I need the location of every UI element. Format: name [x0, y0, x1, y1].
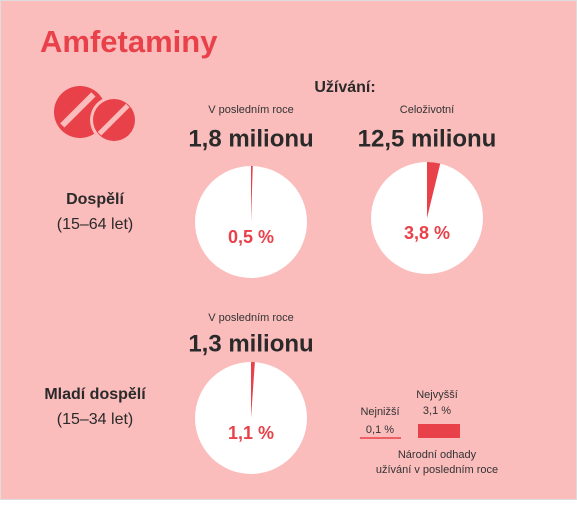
pie-caption: V posledním roce: [208, 104, 294, 116]
pie-value-label: 3,8 %: [404, 223, 450, 243]
group-age: (15–64 let): [57, 216, 134, 233]
title: Amfetaminy: [40, 24, 218, 59]
legend-note: užívání v posledním roce: [376, 464, 498, 476]
pill-icon: [54, 86, 138, 144]
pie-caption: V posledním roce: [208, 312, 294, 324]
legend-low-label: Nejnižší: [360, 406, 399, 418]
legend-high-value: 3,1 %: [423, 405, 451, 417]
pie-total: 1,8 milionu: [188, 125, 313, 152]
pie-value-label: 1,1 %: [228, 423, 274, 443]
usage-label: Užívání:: [314, 79, 375, 96]
pie-caption: Celoživotní: [400, 104, 454, 116]
legend-high-bar: [418, 424, 460, 438]
group-label: Dospělí: [66, 191, 124, 208]
legend-low-value: 0,1 %: [366, 424, 394, 436]
group-label: Mladí dospělí: [44, 386, 146, 403]
group-age: (15–34 let): [57, 411, 134, 428]
legend-high-label: Nejvyšší: [416, 389, 458, 401]
pie-total: 12,5 milionu: [358, 125, 497, 152]
pie-total: 1,3 milionu: [188, 330, 313, 357]
legend-note: Národní odhady: [398, 449, 477, 461]
pie-slice: [251, 166, 253, 222]
pie-value-label: 0,5 %: [228, 227, 274, 247]
legend: Nejnižší 0,1 % Nejvyšší 3,1 % Národní od…: [360, 389, 498, 476]
pie-slice: [427, 162, 441, 218]
pie-slice: [251, 362, 255, 418]
